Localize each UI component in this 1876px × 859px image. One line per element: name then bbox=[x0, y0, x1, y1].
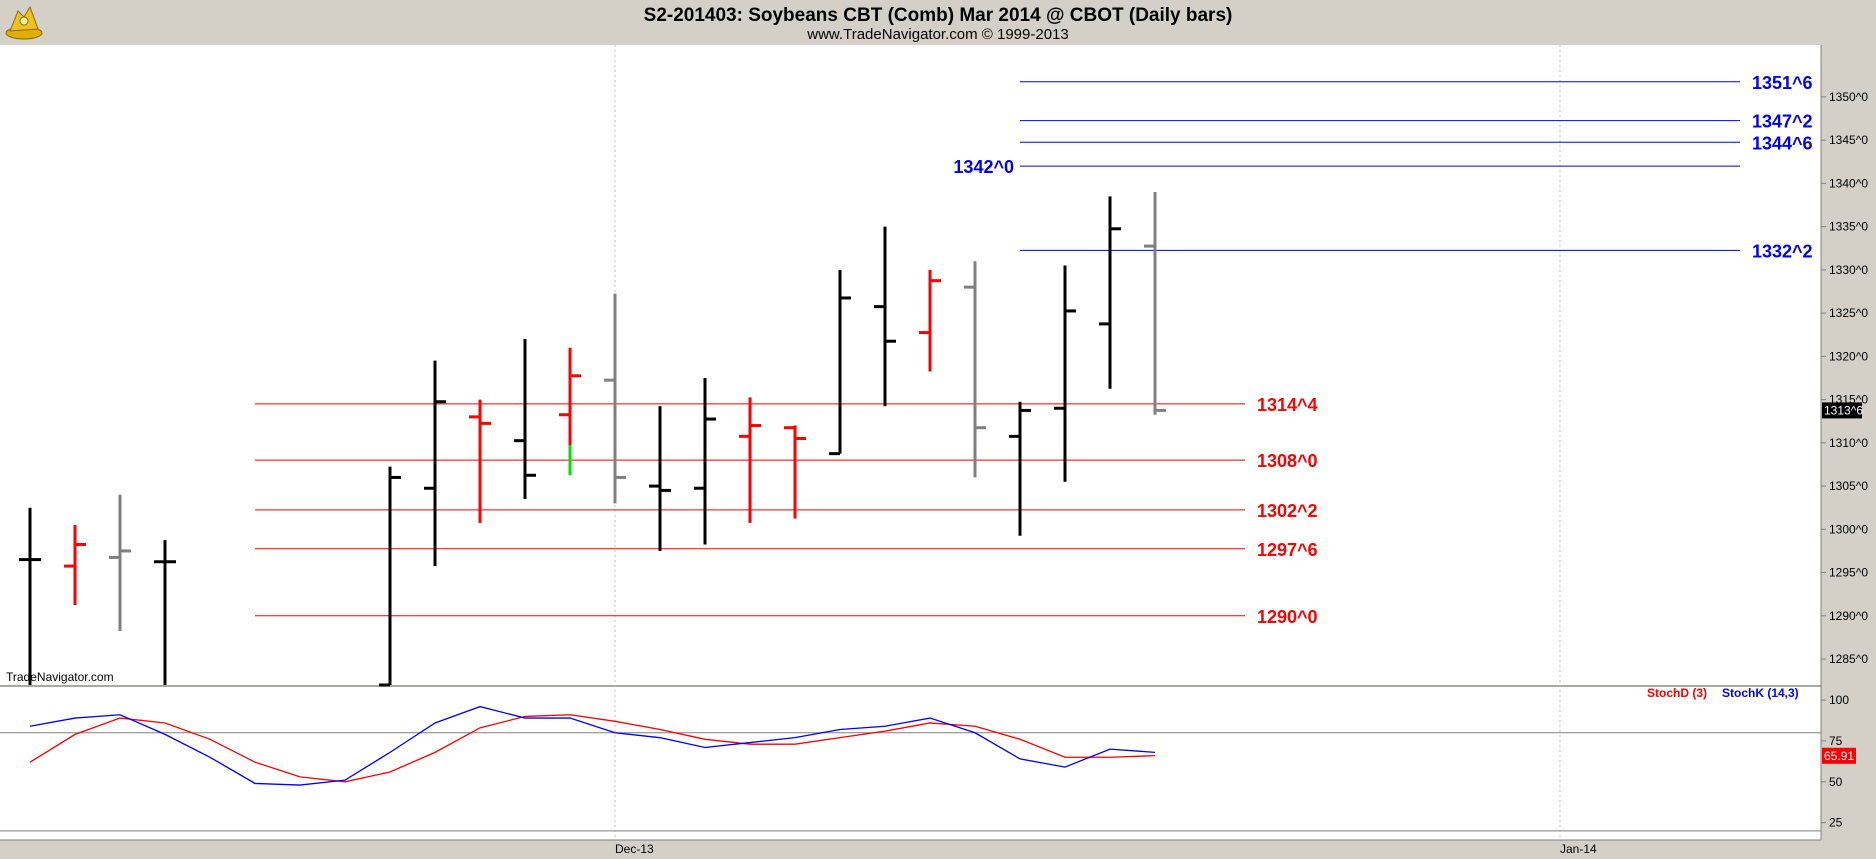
ohlc-bar bbox=[19, 507, 41, 685]
gridlines bbox=[614, 45, 1561, 839]
osc-y-tick-label: 75 bbox=[1829, 734, 1843, 748]
level-label: 1308^0 bbox=[1257, 451, 1318, 471]
y-tick-label: 1300^0 bbox=[1829, 522, 1868, 536]
y-tick-label: 1320^0 bbox=[1829, 349, 1868, 363]
level-label: 1351^6 bbox=[1752, 73, 1813, 93]
ohlc-bar bbox=[469, 399, 491, 523]
osc-last-value-label: 65.91 bbox=[1824, 749, 1854, 763]
ohlc-bar bbox=[784, 425, 806, 519]
y-tick-label: 1290^0 bbox=[1829, 609, 1868, 623]
osc-y-tick-label: 50 bbox=[1829, 775, 1843, 789]
level-label: 1314^4 bbox=[1257, 395, 1318, 415]
ohlc-bar bbox=[154, 540, 176, 685]
y-tick-label: 1335^0 bbox=[1829, 220, 1868, 234]
price-pane bbox=[0, 45, 1821, 685]
ohlc-bar bbox=[559, 347, 581, 476]
y-tick-label: 1350^0 bbox=[1829, 90, 1868, 104]
y-tick-label: 1310^0 bbox=[1829, 436, 1868, 450]
logo-icon bbox=[5, 5, 43, 40]
level-lines: 1314^4 1308^0 1302^2 1297^6 1290^0 1351^6 1347… bbox=[255, 73, 1813, 627]
price-bars bbox=[19, 192, 1166, 687]
stoch-k-line bbox=[29, 705, 1156, 786]
ohlc-bar bbox=[694, 377, 716, 545]
last-price-label: 1313^6 bbox=[1824, 403, 1863, 417]
level-label: 1347^2 bbox=[1752, 112, 1813, 132]
osc-legend-label: StochD (3) bbox=[1647, 686, 1707, 700]
osc-y-tick-label: 100 bbox=[1829, 693, 1849, 707]
ohlc-bar bbox=[1009, 401, 1031, 536]
x-tick-label: Dec-13 bbox=[615, 842, 654, 854]
ohlc-bar bbox=[64, 525, 86, 605]
osc-last-value-box bbox=[1822, 747, 1856, 764]
level-label: 1332^2 bbox=[1752, 241, 1813, 261]
y-tick-label: 1330^0 bbox=[1829, 263, 1868, 277]
y-tick-label: 1340^0 bbox=[1829, 176, 1868, 190]
ohlc-bar bbox=[1099, 196, 1121, 389]
ohlc-bar bbox=[424, 360, 446, 567]
x-tick-label: Jan-14 bbox=[1560, 842, 1597, 854]
ohlc-bar bbox=[739, 397, 761, 523]
ohlc-bar bbox=[1054, 265, 1076, 482]
ohlc-bar bbox=[604, 293, 626, 504]
y-tick-label: 1345^0 bbox=[1829, 133, 1868, 147]
last-price-box bbox=[1822, 402, 1862, 419]
chart-title: S2-201403: Soybeans CBT (Comb) Mar 2014 … bbox=[644, 5, 1233, 26]
level-label: 1342^0 bbox=[953, 157, 1014, 177]
chart-subtitle: www.TradeNavigator.com © 1999-2013 bbox=[806, 26, 1068, 43]
ohlc-bar bbox=[829, 269, 851, 456]
ohlc-bar bbox=[379, 466, 401, 687]
ohlc-bar bbox=[649, 406, 671, 551]
y-tick-label: 1295^0 bbox=[1829, 566, 1868, 580]
stochastic-plot: 25 50 75 100 StochD (3) StochK (14,3) 65.91 bbox=[0, 686, 1856, 832]
level-label: 1297^6 bbox=[1257, 540, 1318, 560]
price-y-axis: 1285^01290^01295^01300^01305^01310^01315… bbox=[1821, 90, 1868, 666]
stoch-d-line bbox=[29, 714, 1156, 783]
oscillator-pane bbox=[0, 687, 1821, 840]
ohlc-bar bbox=[874, 226, 896, 407]
ohlc-bar bbox=[109, 494, 131, 631]
y-tick-label: 1305^0 bbox=[1829, 479, 1868, 493]
x-axis: Dec-13 Jan-14 bbox=[615, 842, 1597, 856]
osc-y-tick-label: 25 bbox=[1829, 816, 1843, 830]
level-label: 1302^2 bbox=[1257, 501, 1318, 521]
level-label: 1344^6 bbox=[1752, 133, 1813, 153]
osc-legend-label: StochK (14,3) bbox=[1722, 686, 1799, 700]
watermark: TradeNavigator.com bbox=[6, 670, 114, 684]
level-label: 1290^0 bbox=[1257, 607, 1318, 627]
ohlc-bar bbox=[964, 261, 986, 478]
ohlc-bar bbox=[514, 339, 536, 500]
ohlc-bar bbox=[919, 269, 941, 372]
y-tick-label: 1285^0 bbox=[1829, 652, 1868, 666]
ohlc-bar bbox=[1144, 192, 1166, 415]
y-tick-label: 1325^0 bbox=[1829, 306, 1868, 320]
